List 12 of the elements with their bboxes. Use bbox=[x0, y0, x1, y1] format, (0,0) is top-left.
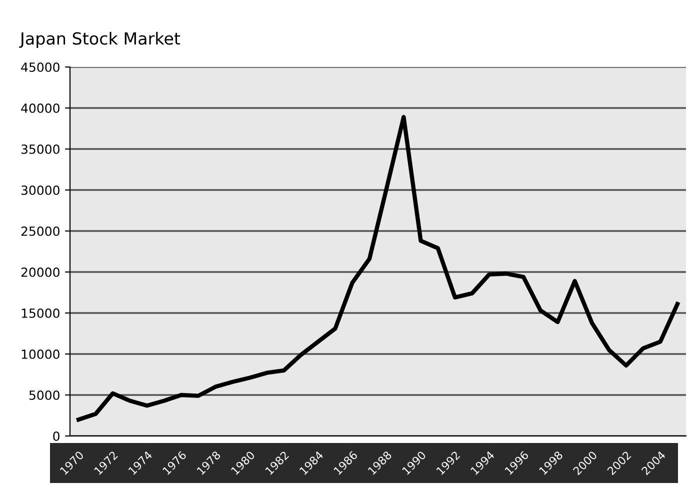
y-tick-label: 15000 bbox=[22, 308, 60, 318]
y-tick-label: 5000 bbox=[29, 390, 60, 400]
y-tick-label: 45000 bbox=[21, 62, 60, 72]
y-tick-label: 30000 bbox=[21, 185, 60, 195]
y-tick-label: 35000 bbox=[21, 144, 60, 154]
y-tick-label: 40000 bbox=[21, 103, 60, 113]
y-tick-label: 25000 bbox=[21, 226, 60, 236]
y-tick-label: 0 bbox=[53, 431, 60, 441]
y-tick-label: 10000 bbox=[22, 349, 60, 359]
line-series bbox=[76, 114, 680, 422]
y-tick-label: 20000 bbox=[21, 267, 60, 277]
chart-title: Japan Stock Market bbox=[19, 32, 180, 48]
